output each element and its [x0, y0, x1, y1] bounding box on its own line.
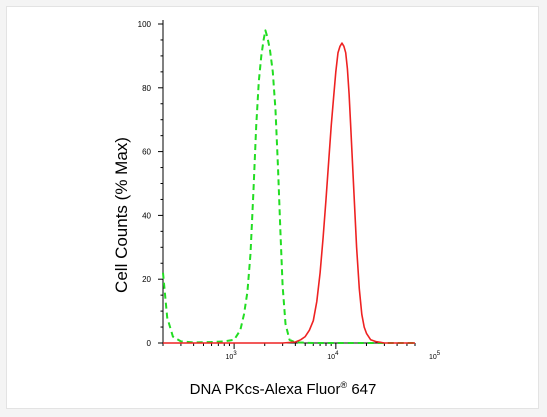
- y-tick-label: 60: [142, 148, 151, 157]
- x-tick-label: 103: [226, 351, 238, 361]
- x-axis-label-suffix: 647: [347, 381, 376, 398]
- x-axis-label-superscript: ®: [341, 380, 348, 390]
- x-axis-label: DNA PKcs-Alexa Fluor® 647: [190, 380, 377, 398]
- series-1-line: [162, 29, 415, 344]
- y-axis: 0 20 40 60 80 100: [138, 20, 164, 348]
- y-tick-label: 40: [142, 211, 151, 220]
- x-tick-label: 104: [327, 351, 339, 361]
- y-tick-label: 80: [142, 84, 151, 93]
- y-tick-label: 0: [147, 339, 152, 348]
- y-axis-label: Cell Counts (% Max): [112, 137, 131, 293]
- x-tick-label: 105: [429, 351, 441, 361]
- series-2-line: [163, 42, 415, 344]
- y-tick-label: 100: [138, 20, 152, 29]
- y-tick-label: 20: [142, 275, 151, 284]
- x-axis: 103 104 105: [162, 342, 441, 361]
- x-axis-label-main: DNA PKcs-Alexa Fluor: [190, 381, 341, 398]
- series-group: [162, 29, 415, 344]
